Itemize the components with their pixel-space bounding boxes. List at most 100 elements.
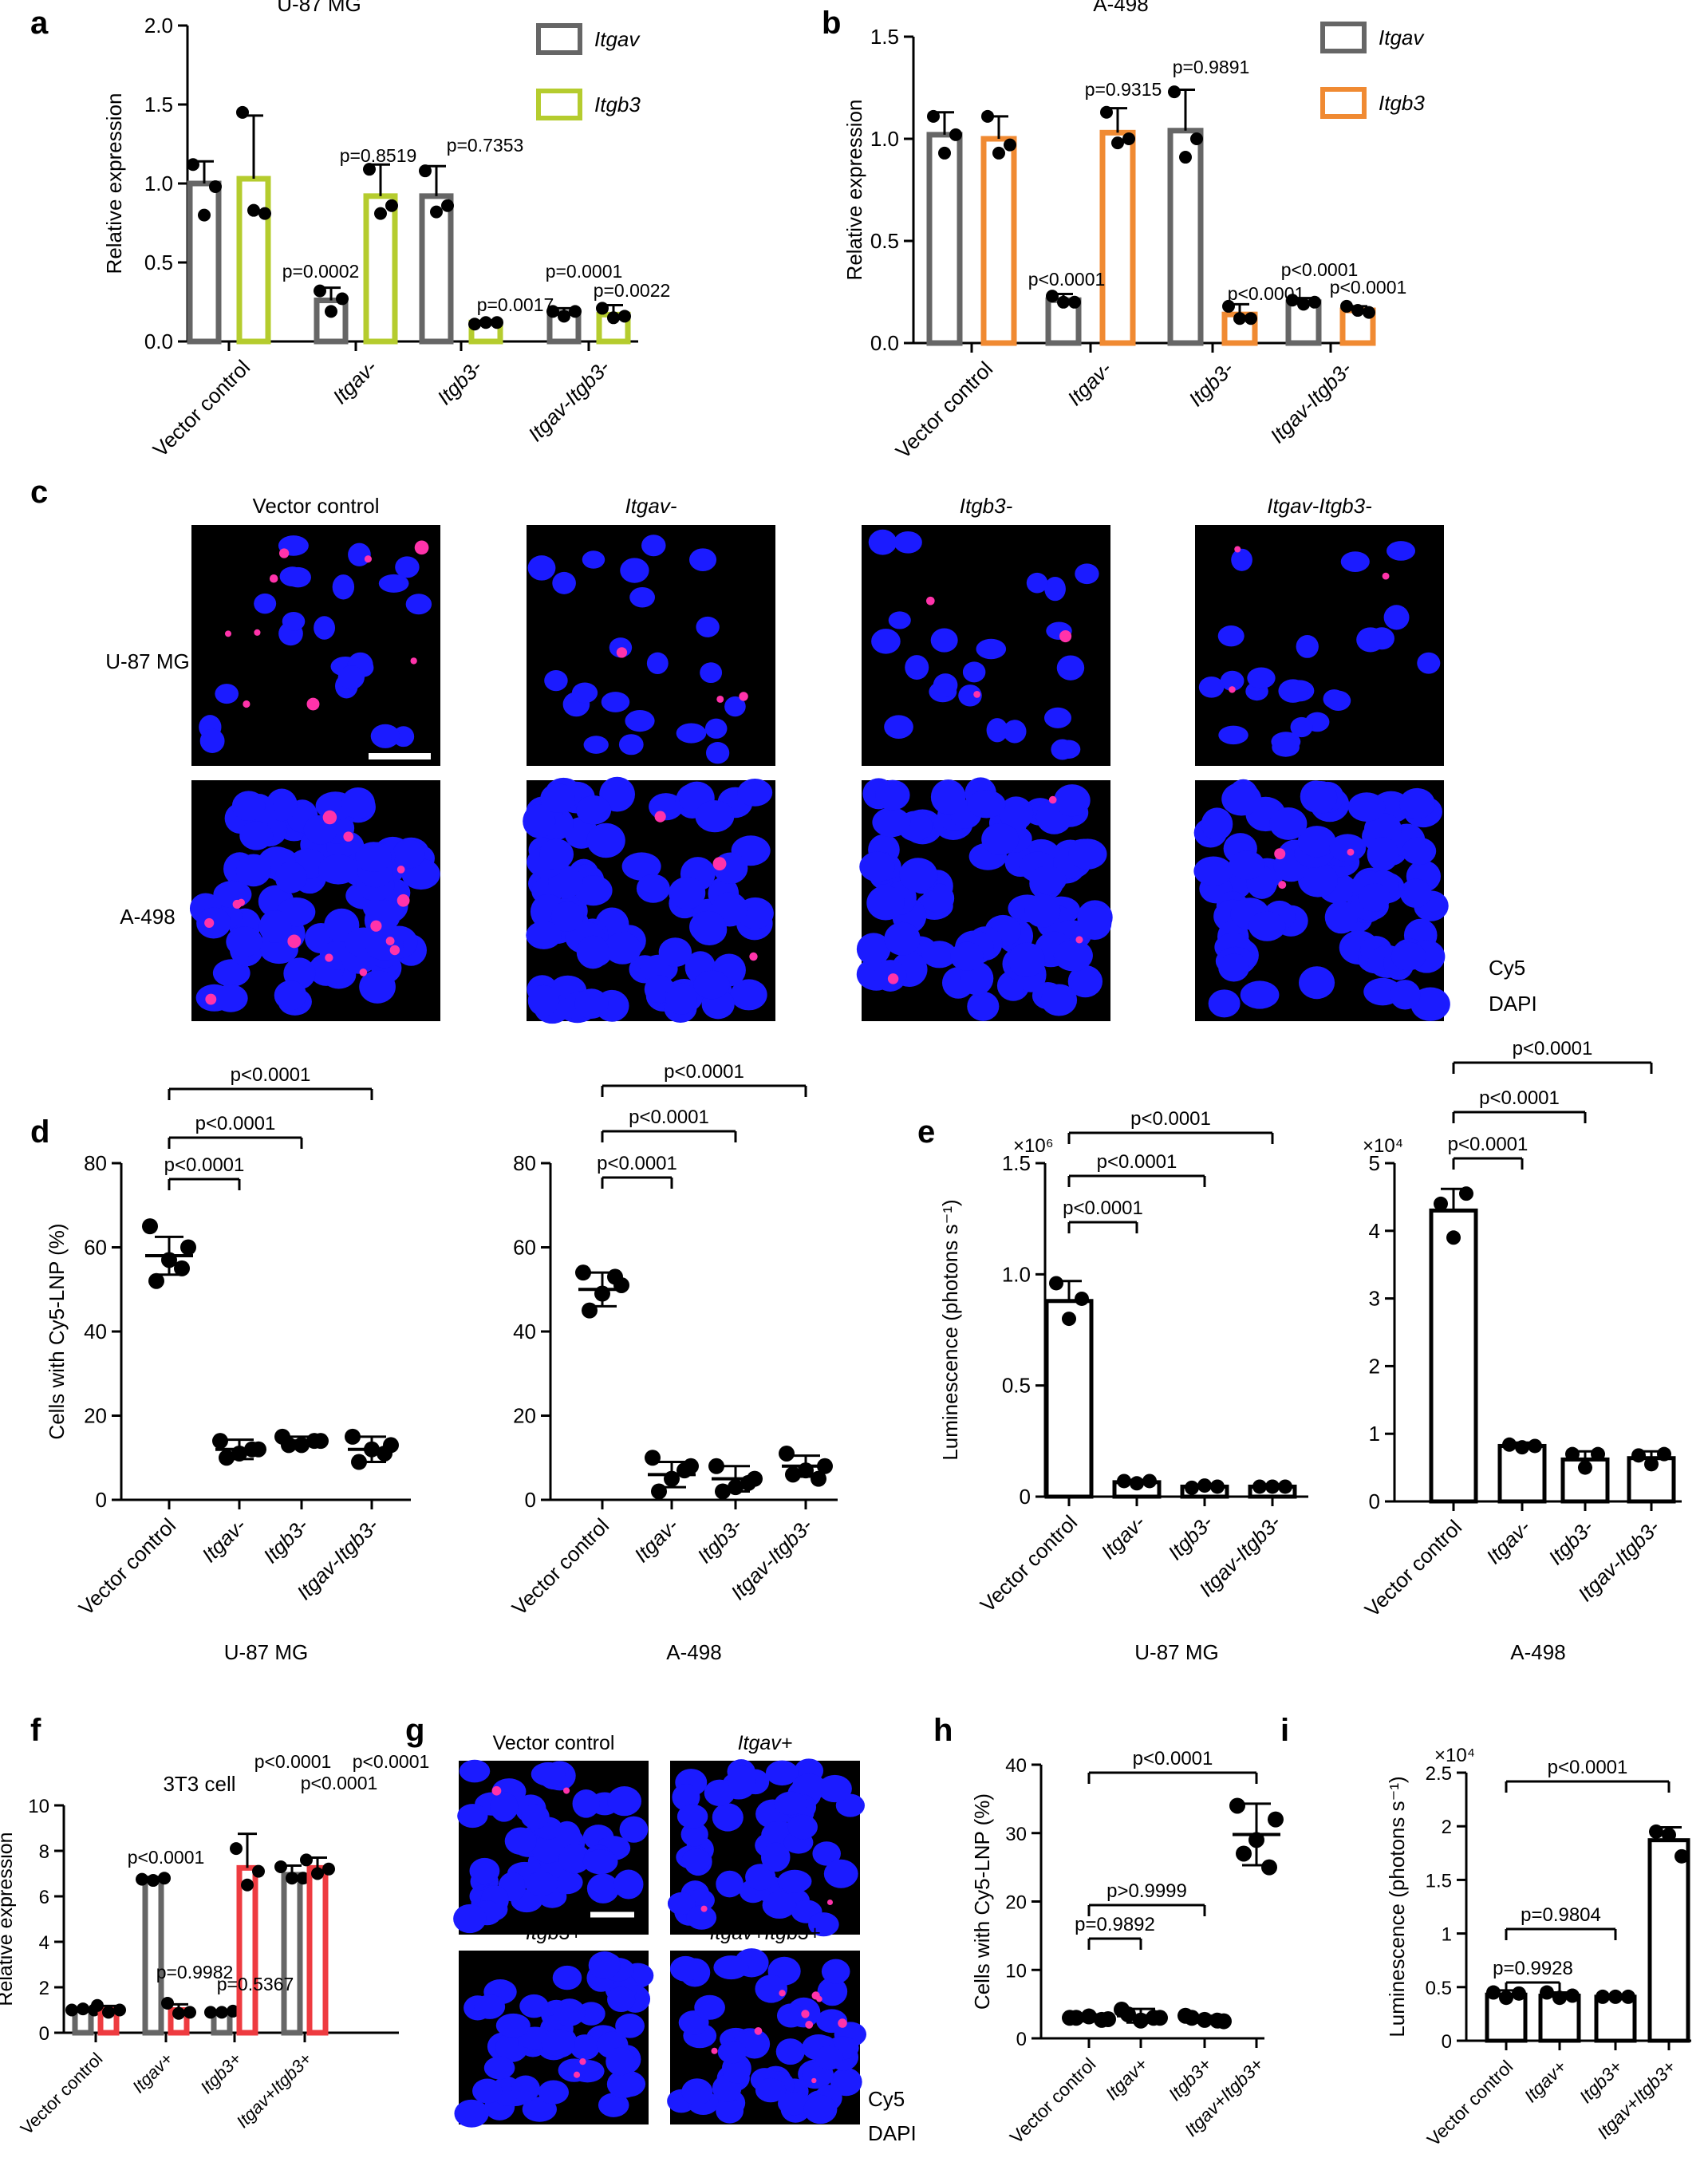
data-point [1608,1989,1623,2004]
x-tick-label: Vector control [1006,2053,1100,2148]
nucleus [1054,784,1091,817]
data-point [180,1239,196,1256]
data-point [1591,1446,1605,1462]
bar-itgav [281,1872,303,2036]
cy5-signal [1059,629,1072,643]
nucleus [1398,787,1435,819]
data-point [1094,2011,1110,2028]
x-tick-label: Vector control [507,1513,614,1620]
legend-dapi: DAPI [868,2121,917,2145]
x-tick-label: Itgav+ [1101,2053,1151,2104]
nucleus [540,783,575,813]
nucleus [254,593,277,614]
nucleus [1290,716,1313,738]
data-point [949,128,962,141]
p-value: p<0.0001 [1228,283,1305,304]
panel-label-d: d [30,1115,49,1150]
data-point [419,164,432,178]
data-point [158,1872,171,1885]
nucleus [576,795,612,825]
y-tick-label: 4 [39,1932,49,1954]
p-value: p=0.0022 [594,280,671,301]
nucleus [808,1912,839,1937]
data-point [136,1872,148,1886]
nucleus [544,670,568,692]
nucleus [1305,780,1338,814]
data-point [187,158,199,172]
cy5-signal [811,2077,817,2084]
data-point [1004,138,1016,152]
data-point [992,146,1005,160]
nucleus [570,2034,600,2061]
data-point [1502,1437,1517,1452]
data-point [981,109,994,123]
nucleus [737,779,773,807]
data-point [1674,1848,1689,1864]
nucleus [1029,866,1067,894]
data-point [1631,1448,1646,1463]
y-tick-label: 0.0 [870,331,899,355]
legend-swatch-itgav [1320,22,1367,53]
nucleus [1221,782,1262,816]
chart-e-u87-luminescence: 0 0.5 1.0 1.5 Luminescence (photons s⁻¹) ×10⁶… [938,1108,1308,1664]
nucleus [1067,965,1103,998]
data-point [651,1483,667,1500]
data-point [1261,1859,1277,1876]
data-point [1222,299,1235,313]
nucleus [332,574,355,600]
data-point [1210,1479,1225,1494]
data-point [1486,1985,1501,2000]
p-value: p=0.9928 [1493,1958,1573,1979]
y-tick-label: 40 [513,1320,536,1343]
p-value: p<0.0001 [1281,259,1359,280]
micrograph-label: Itgav+Itgb3+ [709,1922,820,1944]
data-point [1185,1480,1199,1495]
data-point [607,311,620,325]
data-point [161,1996,174,2010]
nucleus [490,1792,519,1822]
data-point [1265,1479,1280,1494]
nucleus [967,991,1000,1021]
data-point [113,2003,126,2017]
nucleus [469,1857,500,1884]
micrograph-column-label: Itgav- [625,494,676,518]
data-point [247,203,260,217]
nucleus [1400,878,1432,908]
p-value: p=0.5367 [217,1974,294,1994]
data-point [618,310,631,323]
cy5-signal [364,555,373,563]
bar-itgb3 [306,1864,329,2036]
nucleus [859,851,895,882]
x-tick-label: Vector control [17,2049,107,2139]
p-value: p<0.0001 [353,1751,430,1772]
nucleus [933,673,958,697]
nucleus [1240,980,1280,1009]
y-tick-label: 2.0 [144,14,173,37]
x-axis-label: A-498 [1510,1640,1565,1664]
nucleus [1298,862,1338,898]
p-value: p=0.0017 [477,294,554,315]
chart-a-u87-expression: 0.0 0.5 1.0 1.5 2.0 Relative expression U-87 M… [102,0,670,462]
y-tick-label: 2.5 [1426,1763,1452,1785]
cy5-signal [805,2021,814,2029]
nucleus [930,628,958,653]
data-point [582,1302,598,1319]
data-point [1068,295,1081,309]
nucleus [1231,548,1252,571]
data-point [219,1450,235,1466]
nucleus [1390,941,1426,971]
nucleus [392,838,425,869]
p-value: p<0.0001 [1130,1108,1211,1130]
nucleus [1003,720,1027,744]
x-tick-label: Itgb3- [1544,1515,1598,1569]
p-value: p<0.0001 [1479,1087,1560,1109]
nucleus [613,1869,644,1900]
data-point [336,292,349,306]
legend-swatch-itgb3 [536,89,582,120]
nucleus [884,715,913,739]
nucleus [755,2077,787,2103]
nucleus [658,937,692,968]
nucleus [607,1986,636,2013]
cy5-signal [838,2018,847,2028]
nucleus [459,1759,491,1783]
